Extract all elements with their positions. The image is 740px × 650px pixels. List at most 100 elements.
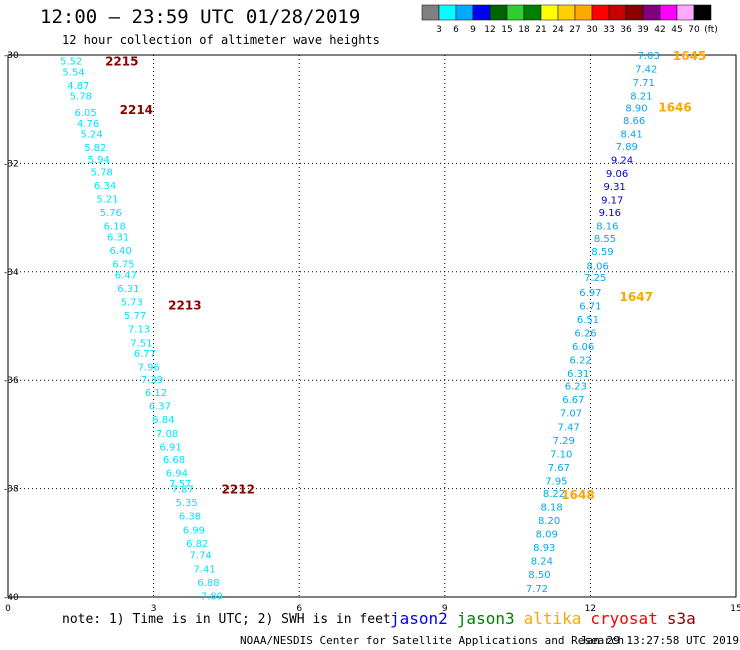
wave-height-label: 8.21 — [630, 92, 652, 103]
lon-tick-label: 6 — [296, 604, 302, 614]
wave-height-label: 5.52 — [60, 56, 82, 67]
wave-height-label: 7.67 — [548, 463, 570, 474]
pass-time-label: 2213 — [168, 298, 201, 312]
colorbar-label: 3 — [436, 25, 442, 35]
wave-height-label: 7.13 — [128, 325, 150, 336]
wave-height-label: 7.25 — [584, 273, 606, 284]
pass-time-label: 2214 — [120, 103, 153, 117]
wave-height-label: 6.05 — [75, 108, 97, 119]
lon-tick-label: 9 — [442, 604, 448, 614]
lat-tick-label: -36 — [4, 376, 19, 386]
wave-height-label: 8.24 — [531, 557, 553, 568]
wave-height-label: 8.22 — [543, 489, 565, 500]
footnote: note: 1) Time is in UTC; 2) SWH is in fe… — [62, 612, 391, 627]
wave-height-label: 6.47 — [115, 271, 137, 282]
wave-height-label: 6.67 — [562, 395, 584, 406]
colorbar-label: 30 — [586, 25, 598, 35]
colorbar-label: 27 — [569, 25, 580, 35]
wave-height-label: 7.29 — [553, 436, 575, 447]
wave-height-label: 6.22 — [570, 356, 592, 367]
wave-height-label: 8.93 — [533, 543, 555, 554]
page-subtitle: 12 hour collection of altimeter wave hei… — [62, 33, 380, 47]
timestamp-text: Jan 29 13:27:58 UTC 2019 — [580, 634, 739, 647]
wave-height-label: 5.82 — [84, 143, 106, 154]
wave-height-label: 6.37 — [149, 402, 171, 413]
wave-height-label: 9.24 — [611, 156, 633, 167]
wave-height-label: 6.23 — [565, 382, 587, 393]
wave-height-label: 8.41 — [621, 130, 643, 141]
wave-height-label: 6.75 — [112, 260, 134, 271]
wave-height-label: 6.31 — [567, 369, 589, 380]
lat-tick-label: -40 — [4, 593, 19, 603]
wave-height-label: 9.06 — [606, 169, 628, 180]
credit-text: NOAA/NESDIS Center for Satellite Applica… — [240, 634, 625, 647]
wave-height-label: 8.55 — [594, 234, 616, 245]
wave-height-label: 7.51 — [130, 338, 152, 349]
wave-height-label: 7.74 — [190, 551, 212, 562]
wave-height-label: 5.24 — [80, 130, 102, 141]
colorbar-label: 6 — [453, 25, 459, 35]
wave-height-label: 6.71 — [579, 301, 601, 312]
colorbar-label: 18 — [518, 25, 530, 35]
colorbar-label: 45 — [671, 25, 682, 35]
lon-tick-label: 0 — [5, 604, 11, 614]
wave-height-label: 8.66 — [623, 116, 645, 127]
colorbar-label: 24 — [552, 25, 564, 35]
wave-height-label: 6.97 — [579, 288, 601, 299]
wave-height-label: 7.10 — [550, 449, 572, 460]
lat-tick-label: -30 — [4, 51, 19, 61]
wave-height-label: 5.21 — [96, 195, 118, 206]
wave-height-label: 9.31 — [604, 182, 626, 193]
wave-height-label: 5.77 — [124, 311, 146, 322]
wave-height-label: 7.72 — [526, 584, 548, 595]
wave-height-label: 6.88 — [197, 578, 219, 589]
wave-height-label: 7.47 — [557, 422, 579, 433]
wave-height-label: 6.26 — [574, 329, 596, 340]
wave-height-label: 9.17 — [601, 196, 623, 207]
wave-height-label: 5.94 — [88, 155, 110, 166]
wave-height-label: 8.06 — [587, 261, 609, 272]
wave-height-label: 6.31 — [117, 284, 139, 295]
wave-height-label: 7.71 — [633, 78, 655, 89]
lon-tick-label: 12 — [585, 604, 596, 614]
wave-height-label: 7.89 — [616, 142, 638, 153]
wave-height-label: 6.38 — [179, 512, 201, 523]
wave-height-label: 6.12 — [145, 388, 167, 399]
wave-height-label: 6.40 — [109, 246, 131, 257]
colorbar-label: 42 — [654, 25, 665, 35]
wave-height-label: 6.77 — [134, 349, 156, 360]
legend-item-jason3: jason3 — [456, 609, 515, 628]
wave-height-label: 7.07 — [560, 409, 582, 420]
colorbar-label: (ft) — [704, 25, 718, 35]
wave-height-label: 7.95 — [545, 476, 567, 487]
wave-height-label: 6.99 — [183, 525, 205, 536]
wave-height-label: 6.18 — [104, 222, 126, 233]
wave-height-label: 7.42 — [635, 65, 657, 76]
wave-height-label: 8.18 — [540, 502, 562, 513]
wave-height-label: 7.89 — [201, 591, 223, 602]
colorbar-label: 36 — [620, 25, 632, 35]
wave-height-label: 7.39 — [141, 375, 163, 386]
wave-height-label: 8.09 — [536, 530, 558, 541]
pass-time-label: 1648 — [561, 488, 594, 502]
wave-height-label: 5.76 — [100, 208, 122, 219]
wave-height-label: 6.51 — [577, 315, 599, 326]
colorbar-label: 39 — [637, 25, 649, 35]
wave-height-label: 4.76 — [77, 119, 99, 130]
legend-item-s3a: s3a — [666, 609, 696, 628]
wave-height-label: 6.91 — [159, 442, 181, 453]
wave-height-label: 7.41 — [193, 564, 215, 575]
lat-tick-label: -34 — [4, 268, 19, 278]
legend-item-jason2: jason2 — [390, 609, 448, 628]
wave-height-label: 6.82 — [186, 539, 208, 550]
wave-height-label: 8.16 — [596, 222, 618, 233]
wave-height-label: 5.35 — [175, 498, 197, 509]
wave-height-label: 6.31 — [107, 233, 129, 244]
colorbar-label: 21 — [535, 25, 546, 35]
lon-tick-label: 15 — [730, 604, 740, 614]
wave-height-label: 7.96 — [138, 363, 160, 374]
satellite-legend: jason2 jason3 altika cryosat s3a — [390, 609, 705, 628]
legend-item-altika: altika — [523, 609, 582, 628]
pass-time-label: 2212 — [222, 483, 255, 497]
